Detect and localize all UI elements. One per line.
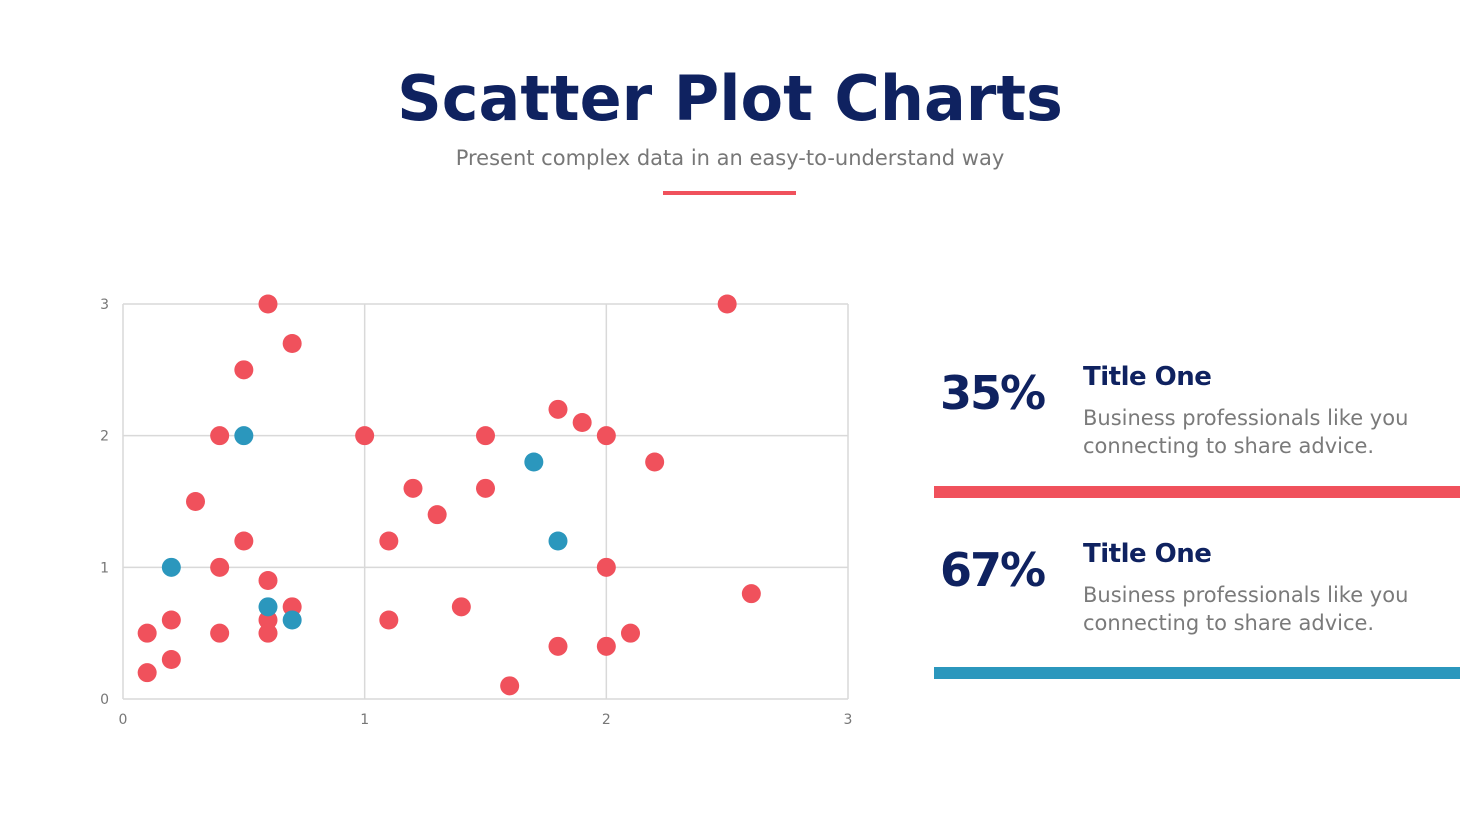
- data-point: [403, 478, 423, 498]
- data-point: [282, 334, 302, 353]
- data-point: [161, 610, 181, 630]
- stat-description-line: Business professionals like you: [1083, 583, 1409, 607]
- x-tick-label: 0: [119, 712, 128, 728]
- data-point: [621, 623, 640, 643]
- data-point: [572, 413, 592, 432]
- y-tick-label: 0: [100, 692, 109, 708]
- data-point: [234, 360, 254, 380]
- stat-title: Title One: [1083, 539, 1212, 569]
- data-point: [258, 571, 278, 590]
- data-point: [476, 426, 495, 446]
- x-tick-label: 2: [602, 712, 611, 728]
- stat-description: Business professionals like you connecti…: [1083, 581, 1443, 637]
- stat-description-line: connecting to share advice.: [1083, 611, 1375, 635]
- data-point: [234, 426, 254, 446]
- y-tick-label: 1: [100, 560, 109, 576]
- stat-description-line: connecting to share advice.: [1083, 434, 1375, 458]
- data-point: [741, 584, 761, 604]
- stat-bar-red: [934, 486, 1460, 498]
- data-point: [258, 610, 278, 630]
- data-point: [282, 597, 302, 617]
- data-point: [548, 531, 568, 551]
- data-point: [210, 426, 230, 446]
- data-point: [451, 597, 471, 617]
- data-point: [258, 623, 278, 643]
- data-point: [500, 676, 520, 696]
- data-point: [210, 623, 230, 643]
- data-point: [186, 492, 205, 511]
- data-point: [645, 452, 665, 472]
- data-point: [355, 426, 375, 446]
- data-point: [548, 399, 568, 419]
- title-underline-divider: [663, 191, 796, 195]
- page-subtitle: Present complex data in an easy-to-under…: [455, 146, 1005, 170]
- data-point: [258, 597, 278, 617]
- stat-title: Title One: [1083, 362, 1212, 392]
- y-tick-label: 3: [100, 297, 109, 313]
- scatter-chart: 0 1 2 3 0 1 2 3: [100, 294, 853, 728]
- data-point: [137, 663, 157, 683]
- data-point: [596, 636, 616, 656]
- data-point: [427, 505, 447, 525]
- stat-value: 35%: [940, 366, 1046, 420]
- y-tick-label: 2: [100, 429, 109, 445]
- x-tick-label: 3: [844, 712, 853, 728]
- data-point: [210, 557, 230, 577]
- data-point: [161, 557, 181, 577]
- data-point: [379, 610, 399, 630]
- data-point: [234, 531, 254, 551]
- data-point: [476, 478, 495, 498]
- data-point: [596, 557, 616, 577]
- stat-bar-blue: [934, 667, 1460, 679]
- stat-description: Business professionals like you connecti…: [1083, 404, 1443, 460]
- data-point: [137, 623, 157, 643]
- data-point: [282, 610, 302, 630]
- data-point: [548, 636, 568, 656]
- data-point: [161, 650, 181, 669]
- page-title: Scatter Plot Charts: [397, 62, 1063, 135]
- data-point: [258, 294, 278, 314]
- data-point: [524, 452, 544, 472]
- stat-description-line: Business professionals like you: [1083, 406, 1409, 430]
- data-point: [379, 531, 399, 551]
- stat-value: 67%: [940, 543, 1046, 597]
- scatter-chart-svg: 0 1 2 3 0 1 2 3: [100, 294, 853, 728]
- data-point: [596, 426, 616, 446]
- x-tick-label: 1: [360, 712, 369, 728]
- data-point: [717, 294, 737, 314]
